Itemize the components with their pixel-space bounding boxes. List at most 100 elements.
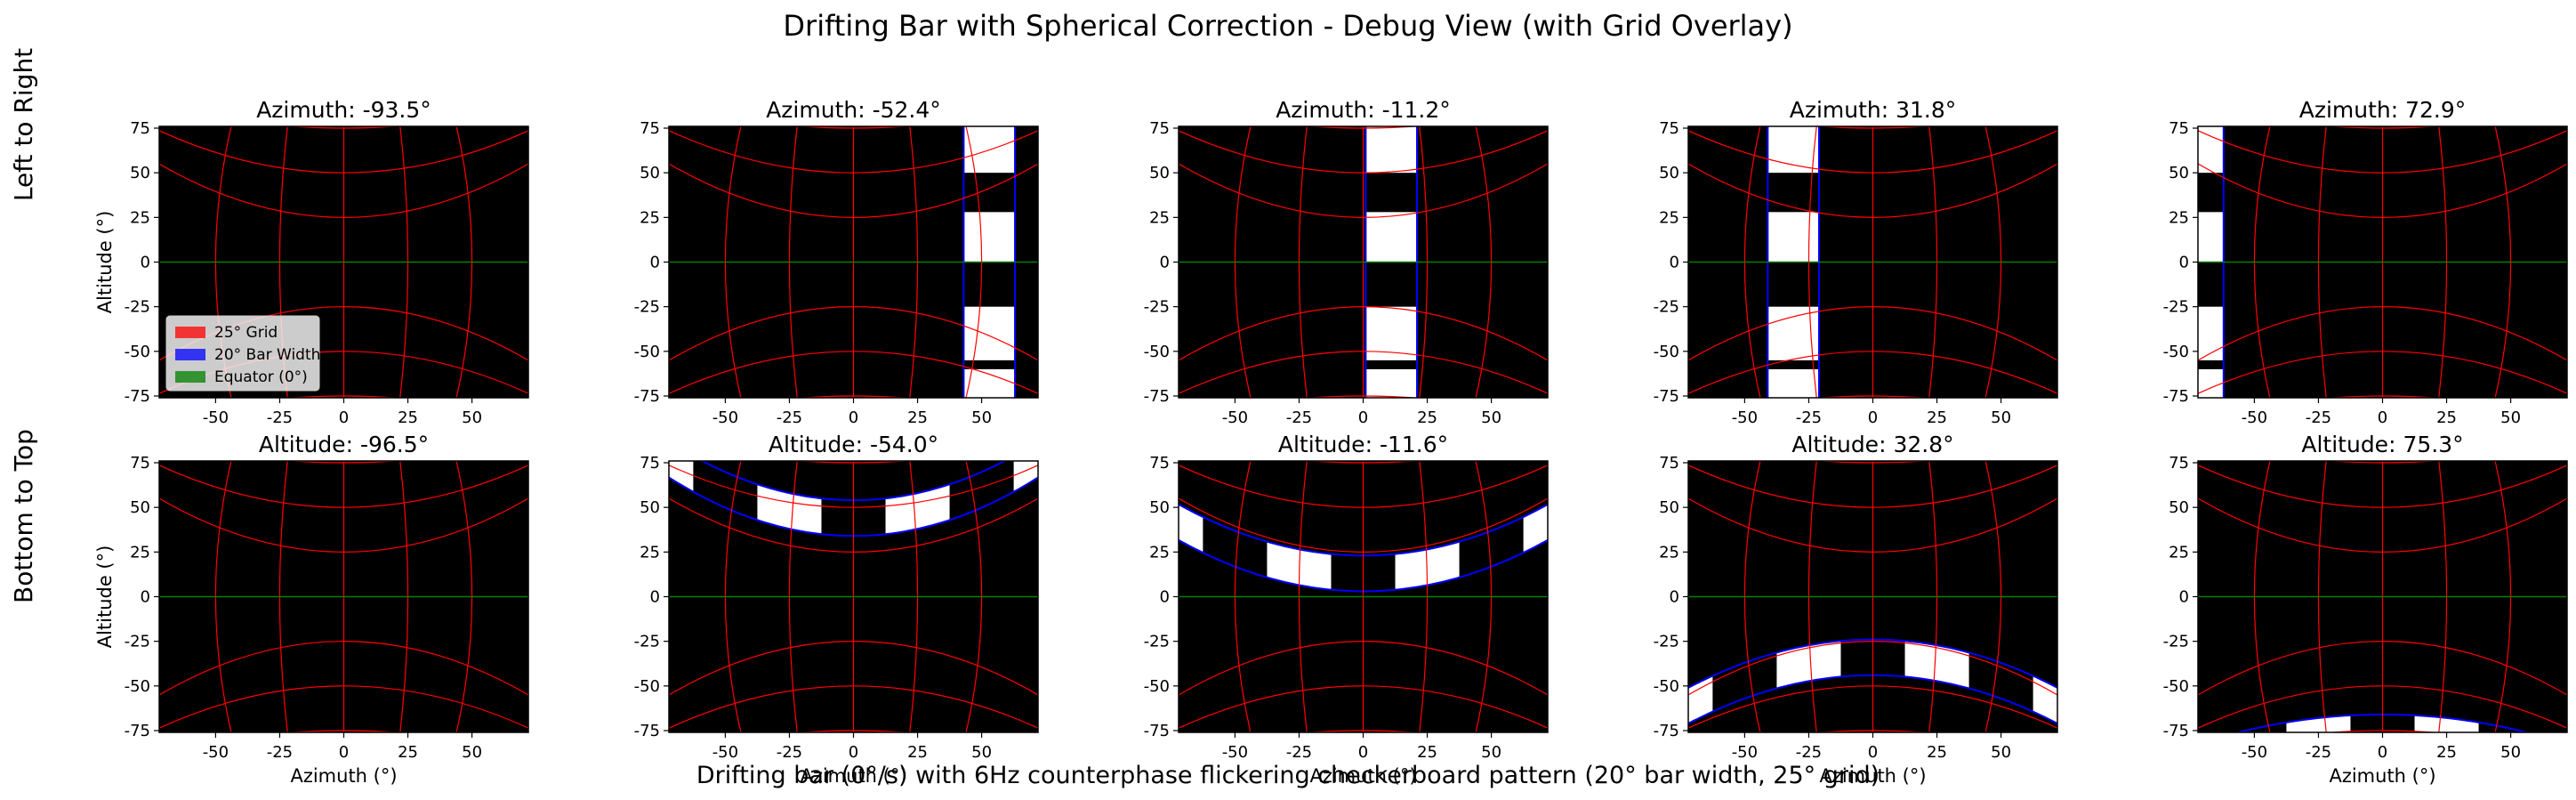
y-tick-label: 50 [640,164,660,182]
panels-grid: -50 -25 0 25 50 75 50 25 0 -25 -50 -75 Azimuth: -93.… [94,97,2568,787]
bar-check-1 [1767,212,1819,263]
y-tick-label: 0 [2179,254,2189,272]
x-tick-label: 0 [1358,743,1368,762]
x-tick-label: -50 [1222,408,1248,427]
y-tick-label: -75 [1144,722,1170,740]
y-tick-label: 75 [130,454,150,473]
grid-parallel [159,685,528,729]
bar-check-3 [1767,368,1819,398]
x-axis-label: Azimuth (°) [290,765,397,787]
y-tick-label: 25 [130,543,150,562]
y-tick-label: -25 [2163,298,2189,317]
panel-title: Altitude: -96.5° [259,432,429,457]
grid-parallel [795,730,912,732]
y-tick-label: 0 [1670,588,1679,607]
x-axis-label: Azimuth (°) [2329,765,2435,787]
grid-parallel [669,351,1038,394]
y-tick-label: 25 [640,208,660,227]
panel-title: Azimuth: -93.5° [256,97,431,123]
panel-title: Altitude: -54.0° [769,432,938,457]
y-tick-label: -50 [634,343,660,361]
grid-parallel [669,685,1038,729]
y-tick-label: 50 [1659,164,1679,182]
panel-1-4: -50 -25 0 25 50 75 50 25 0 -25 -50 -75 Altitude: 75.… [2163,432,2568,787]
grid-parallel [2198,641,2567,696]
y-tick-label: 25 [640,543,660,562]
y-tick-label: 50 [1659,498,1679,517]
x-tick-label: -50 [712,743,738,762]
y-tick-label: -25 [1654,633,1679,651]
grid-parallel [2198,306,2567,361]
y-tick-label: -25 [125,633,150,651]
bar-check-0 [1767,126,1819,174]
x-tick-label: -25 [1796,743,1822,762]
x-tick-label: 25 [1417,408,1437,427]
grid-parallel [1815,126,1931,129]
x-tick-label: 50 [971,408,992,427]
bar-check-1 [963,212,1016,263]
grid-parallel [1179,130,1548,174]
panel-1-0: -50 -25 0 25 50 75 50 25 0 -25 -50 -75 Altitude: -96… [94,432,529,787]
y-tick-label: 0 [1670,254,1679,272]
y-tick-label: 0 [650,254,660,272]
x-tick-label: 50 [1481,743,1501,762]
legend-entry: 25° Grid [214,324,278,342]
x-tick-label: 50 [971,743,992,762]
grid-parallel [1815,461,1931,464]
y-tick-label: 0 [141,588,150,607]
bar-check-1 [2198,212,2224,263]
row-label-left-to-right: Left to Right [9,48,38,201]
y-axis-label: Altitude (°) [94,545,116,649]
x-tick-label: 0 [1868,408,1878,427]
bar-check-3 [1365,368,1418,398]
y-tick-label: 75 [1149,119,1170,138]
x-tick-label: 50 [2500,743,2521,762]
grid-parallel [1179,163,1548,218]
x-tick-label: 25 [398,743,418,762]
y-tick-label: 50 [2169,498,2189,517]
y-tick-label: -50 [634,677,660,696]
x-tick-label: 50 [1991,743,2011,762]
x-tick-label: -50 [2242,408,2267,427]
y-tick-label: -25 [2163,633,2189,651]
y-tick-label: 50 [1149,498,1170,517]
x-tick-label: 0 [849,743,858,762]
y-tick-label: -75 [634,722,660,740]
grid-parallel [1179,306,1548,361]
y-tick-label: 75 [640,119,660,138]
panel-1-1: -50 -25 0 25 50 75 50 25 0 -25 -50 -75 Altitude: -54… [634,432,1039,787]
grid-parallel [2324,461,2441,464]
grid-parallel [795,461,912,464]
y-tick-label: -50 [125,677,150,696]
x-tick-label: -50 [203,743,229,762]
y-tick-label: -25 [125,298,150,317]
x-tick-label: -25 [1796,408,1822,427]
grid-parallel [1305,126,1421,129]
x-tick-label: -50 [2242,743,2267,762]
y-tick-label: 25 [1659,208,1679,227]
grid-parallel [1688,306,2057,361]
bar-check-3 [2198,368,2224,398]
x-tick-label: 50 [1481,408,1501,427]
x-tick-label: 25 [2436,408,2457,427]
x-tick-label: 0 [2378,743,2387,762]
y-tick-label: 50 [2169,164,2189,182]
grid-parallel [1688,130,2057,174]
grid-parallel [2198,130,2567,174]
x-tick-label: -25 [1286,743,1312,762]
y-tick-label: -25 [1654,298,1679,317]
legend-entry: Equator (0°) [214,368,308,386]
grid-parallel [1305,395,1421,398]
panel-0-2: -50 -25 0 25 50 75 50 25 0 -25 -50 -75 Azimuth: -11.… [1144,97,1549,427]
figure-title: Drifting Bar with Spherical Correction -… [783,9,1792,43]
grid-parallel [1688,685,2057,729]
grid-parallel [1688,641,2057,696]
x-tick-label: -50 [1732,408,1758,427]
panel-0-0: -50 -25 0 25 50 75 50 25 0 -25 -50 -75 Azimuth: -93.… [94,97,529,427]
bar-check-2 [2198,306,2224,360]
grid-parallel [1688,465,2057,508]
x-tick-label: 0 [339,408,349,427]
grid-parallel [286,730,402,732]
y-tick-label: 75 [1659,454,1679,473]
x-tick-label: -25 [267,743,293,762]
